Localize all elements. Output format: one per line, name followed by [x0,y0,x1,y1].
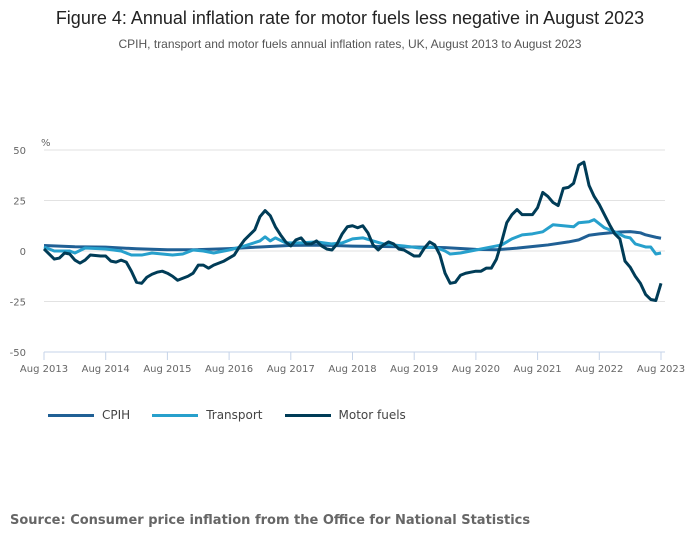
legend-swatch [284,413,331,417]
legend-item-motor-fuels[interactable]: Motor fuels [284,408,406,422]
x-tick-label: Aug 2023 [637,364,685,375]
legend-label: Motor fuels [338,408,406,422]
series-line-motor-fuels [42,160,663,302]
y-tick-label: -50 [10,348,26,359]
x-tick-label: Aug 2021 [514,364,562,375]
x-tick-label: Aug 2019 [390,364,438,375]
legend-label: CPIH [102,408,131,422]
y-tick-label: 25 [13,197,26,208]
x-tick-label: Aug 2016 [205,364,253,375]
x-tick-label: Aug 2022 [575,364,623,375]
legend-swatch [152,413,199,417]
x-tick-label: Aug 2013 [20,364,68,375]
legend-label: Transport [206,408,263,422]
x-tick-label: Aug 2018 [328,364,376,375]
y-tick-label: -25 [10,298,26,309]
source-note: Source: Consumer price inflation from th… [10,513,531,528]
y-tick-label: 50 [13,146,26,157]
x-tick-label: Aug 2014 [82,364,130,375]
chart-subtitle: CPIH, transport and motor fuels annual i… [118,37,582,51]
x-tick-label: Aug 2020 [452,364,500,375]
legend-swatch [48,413,94,417]
y-tick-label: 0 [20,247,26,258]
legend: CPIH Transport Motor fuels [48,408,406,422]
y-axis-unit: % [41,138,51,149]
series-line-cpih [43,230,662,252]
legend-item-cpih[interactable]: CPIH [48,408,130,422]
x-tick-label: Aug 2015 [143,364,191,375]
line-chart: 50 25 0 -25 -50% Aug 2013 Aug 2014 Aug 2015 Aug … [10,138,685,375]
chart-title: Figure 4: Annual inflation rate for moto… [55,8,645,28]
legend-item-transport[interactable]: Transport [152,408,263,422]
x-tick-label: Aug 2017 [267,364,315,375]
